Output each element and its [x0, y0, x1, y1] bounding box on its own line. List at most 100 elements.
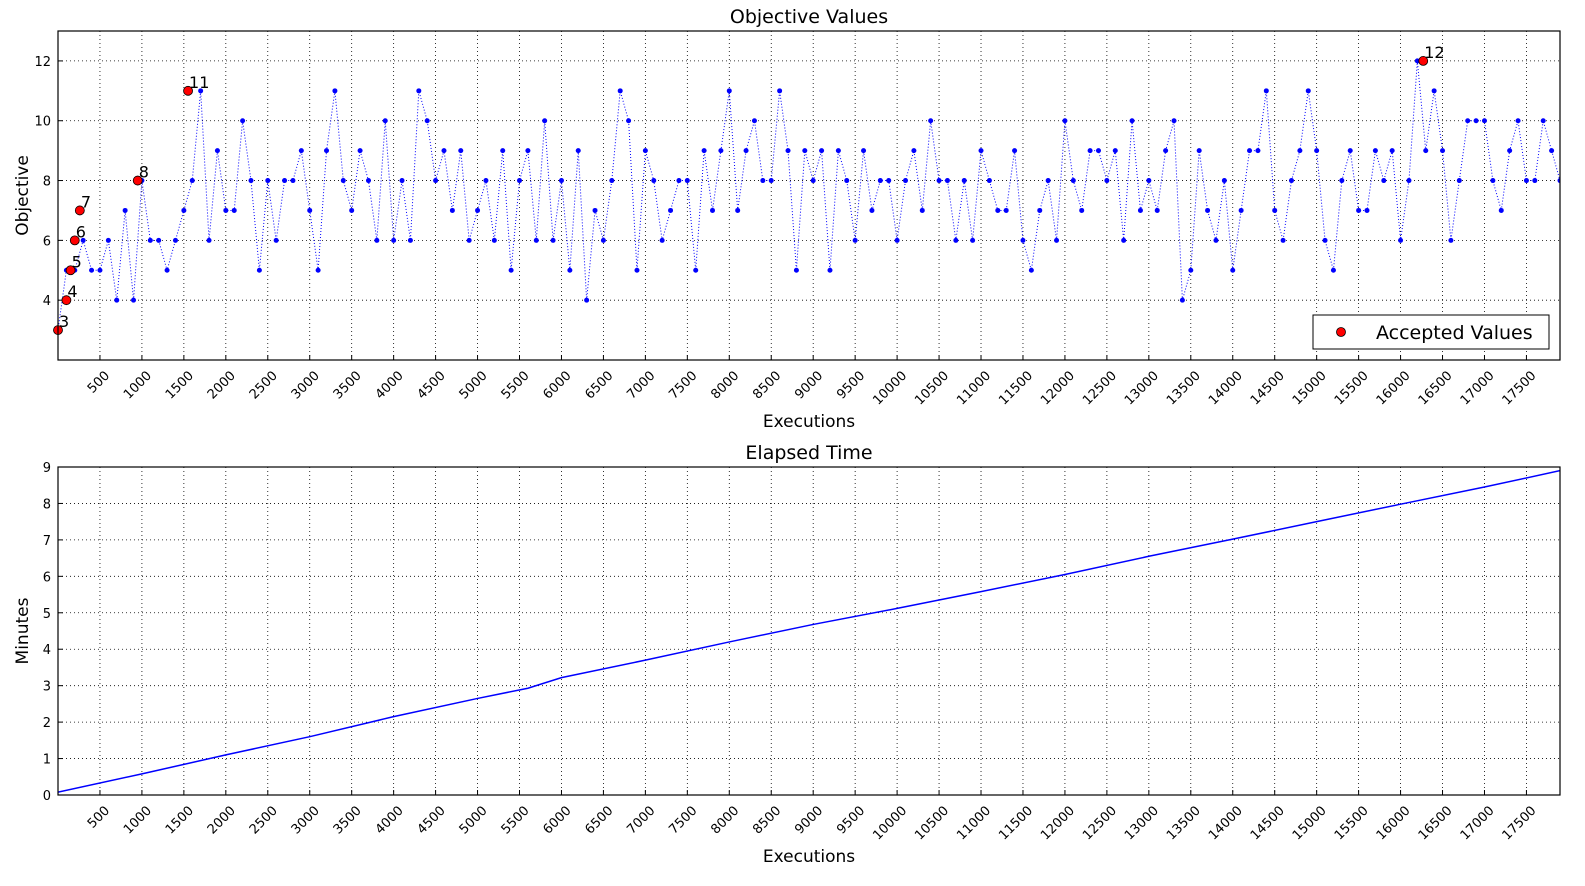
data-point	[970, 237, 976, 243]
x-tick-label: 15500	[1332, 803, 1372, 843]
data-point	[1431, 88, 1437, 94]
x-tick-label: 14000	[1206, 803, 1246, 843]
x-tick-label: 3000	[289, 368, 323, 402]
data-point	[399, 178, 405, 184]
data-point	[223, 207, 229, 213]
data-point	[961, 178, 967, 184]
data-label: 5	[72, 252, 82, 271]
data-point	[861, 148, 867, 154]
data-point	[793, 267, 799, 273]
data-point	[651, 178, 657, 184]
x-tick-label: 6500	[582, 803, 616, 837]
data-point	[441, 148, 447, 154]
data-point	[525, 148, 531, 154]
data-point	[206, 237, 212, 243]
x-tick-label: 1000	[121, 803, 155, 837]
data-point	[517, 178, 523, 184]
x-tick-label: 8500	[750, 803, 784, 837]
x-tick-label: 2000	[205, 803, 239, 837]
data-point	[491, 237, 497, 243]
x-tick-label: 6500	[582, 368, 616, 402]
data-point	[1012, 148, 1018, 154]
data-point	[1456, 178, 1462, 184]
data-point	[1330, 267, 1336, 273]
data-point	[802, 148, 808, 154]
data-point	[256, 267, 262, 273]
plot-area	[58, 469, 1560, 793]
x-tick-label: 2500	[247, 368, 281, 402]
data-point	[466, 237, 472, 243]
x-tick-label: 3500	[331, 803, 365, 837]
data-point	[475, 207, 481, 213]
x-tick-label: 17000	[1458, 803, 1498, 843]
data-point	[382, 118, 388, 124]
data-point	[718, 148, 724, 154]
data-point	[458, 148, 464, 154]
data-point	[290, 178, 296, 184]
data-point	[181, 207, 187, 213]
data-point	[1146, 178, 1152, 184]
data-point	[1196, 148, 1202, 154]
data-point	[1465, 118, 1471, 124]
x-tick-label: 15000	[1290, 803, 1330, 843]
x-tick-label: 6000	[541, 803, 575, 837]
data-point	[189, 178, 195, 184]
x-tick-label: 14000	[1206, 368, 1246, 408]
data-point	[74, 205, 85, 216]
data-point	[1129, 118, 1135, 124]
y-tick-label: 6	[43, 234, 51, 249]
data-point	[1473, 118, 1479, 124]
data-point	[105, 237, 111, 243]
data-point	[69, 235, 80, 246]
data-point	[626, 118, 632, 124]
data-point	[1498, 207, 1504, 213]
y-tick-label: 4	[43, 294, 51, 309]
data-point	[1045, 178, 1051, 184]
data-point	[61, 295, 72, 306]
y-tick-label: 12	[34, 55, 51, 70]
data-point	[844, 178, 850, 184]
x-tick-label: 7000	[624, 368, 658, 402]
x-tick-label: 9500	[834, 803, 868, 837]
data-point	[542, 118, 548, 124]
data-point	[365, 178, 371, 184]
x-tick-label: 12000	[1038, 368, 1078, 408]
chart-title: Elapsed Time	[745, 442, 872, 464]
data-label: 6	[76, 222, 86, 241]
data-point	[1163, 148, 1169, 154]
data-point	[911, 148, 917, 154]
data-point	[1230, 267, 1236, 273]
data-point	[953, 237, 959, 243]
data-point	[198, 88, 204, 94]
legend-box	[1312, 314, 1550, 350]
data-point	[1448, 237, 1454, 243]
data-label: 11	[189, 73, 209, 92]
data-point	[1540, 118, 1546, 124]
data-point	[391, 237, 397, 243]
legend-marker	[1336, 327, 1346, 337]
data-point	[936, 178, 942, 184]
data-point	[332, 88, 338, 94]
data-point	[1280, 237, 1286, 243]
data-point	[147, 237, 153, 243]
y-tick-label: 6	[43, 570, 51, 585]
y-tick-label: 7	[43, 534, 51, 549]
data-point	[1549, 148, 1555, 154]
data-point	[684, 178, 690, 184]
data-point	[584, 297, 590, 303]
data-point	[600, 237, 606, 243]
data-point	[1205, 207, 1211, 213]
x-tick-label: 11500	[996, 368, 1036, 408]
data-point	[240, 118, 246, 124]
data-point	[533, 237, 539, 243]
legend-label: Accepted Values	[1376, 322, 1533, 344]
data-point	[315, 267, 321, 273]
plot-area	[58, 58, 1560, 333]
data-point	[986, 178, 992, 184]
x-tick-label: 9500	[834, 368, 868, 402]
data-point	[1112, 148, 1118, 154]
data-point	[357, 148, 363, 154]
data-point	[1288, 178, 1294, 184]
data-point	[282, 178, 288, 184]
data-point	[1095, 148, 1101, 154]
